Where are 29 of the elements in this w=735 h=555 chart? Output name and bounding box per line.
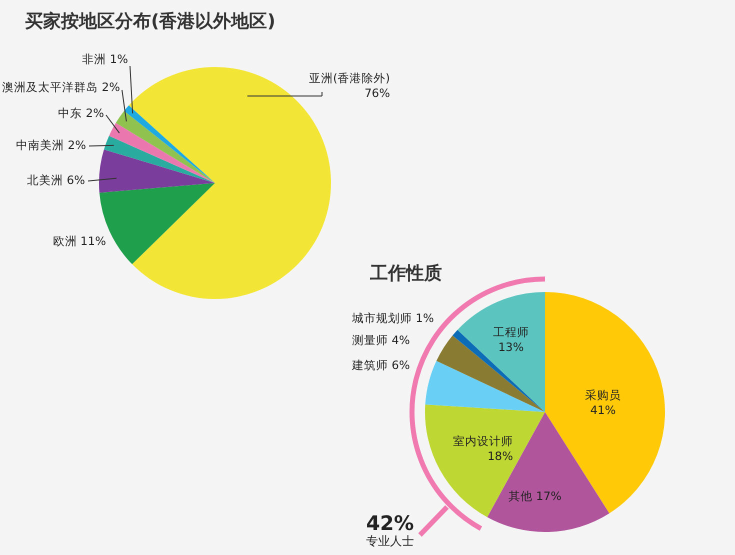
slice-label: 澳洲及太平洋群岛 2% [2, 80, 120, 94]
slice-label: 中东 2% [58, 106, 104, 120]
slice-label: 建筑师 6% [351, 358, 410, 372]
data-label: 76% [364, 86, 390, 100]
slice-label: 工程师 [493, 325, 529, 339]
pie-slice [425, 360, 545, 412]
data-label: 18% [487, 449, 514, 463]
slice-label: 城市规划师 1% [351, 311, 434, 325]
data-label: 13% [498, 340, 524, 354]
chart-title: 工作性质 [369, 263, 442, 284]
slice-label: 非洲 1% [82, 52, 128, 66]
slice-label: 测量师 4% [352, 333, 410, 347]
slice-label: 中南美洲 2% [16, 138, 86, 152]
slice-label: 室内设计师 [453, 434, 513, 448]
pie-slice [109, 122, 215, 183]
slice-label: 其他 17% [508, 489, 562, 503]
text: 专业人士 [366, 534, 414, 548]
text: 42% [366, 511, 414, 535]
chart-title: 买家按地区分布(香港以外地区) [25, 11, 276, 32]
pie-slice [104, 136, 215, 183]
pie-slice [458, 292, 545, 412]
slice-label: 亚洲(香港除外) [309, 71, 390, 85]
pie-slice [128, 67, 331, 299]
pie-slice [99, 149, 215, 193]
slice-label: 采购员 [585, 388, 621, 402]
data-label: 41% [590, 403, 616, 417]
slice-label: 欧洲 11% [52, 234, 106, 248]
pie-slice [436, 336, 545, 412]
slice-label: 北美洲 6% [27, 173, 86, 187]
